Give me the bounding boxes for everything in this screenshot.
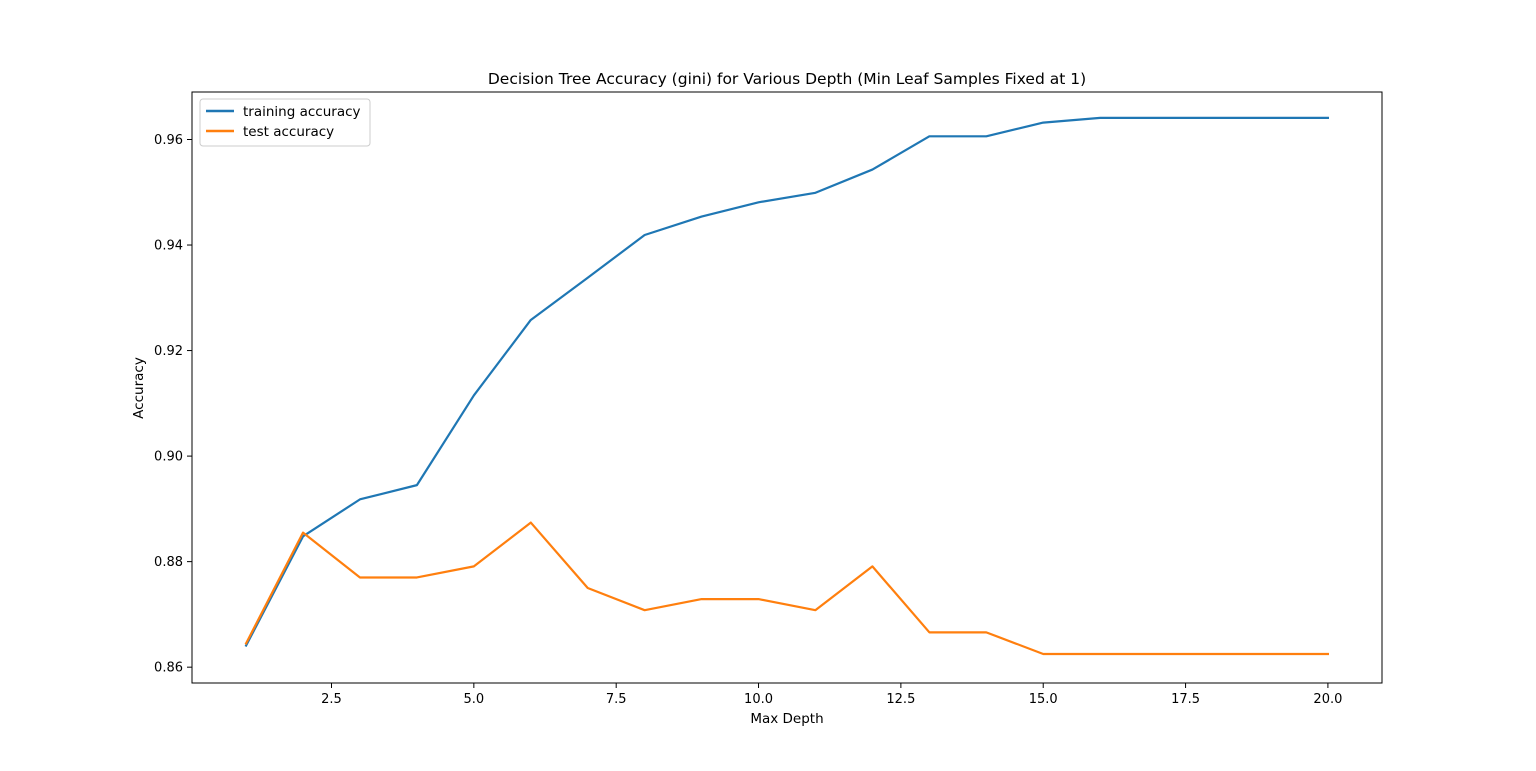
y-axis-label: Accuracy bbox=[131, 357, 147, 419]
x-tick-label: 2.5 bbox=[321, 692, 342, 707]
series-line-test bbox=[244, 521, 1330, 656]
y-axis: 0.86 0.88 0.90 0.92 0.94 0.96 bbox=[154, 133, 192, 676]
x-axis-label: Max Depth bbox=[750, 711, 823, 727]
series-lines bbox=[244, 116, 1330, 656]
x-tick-label: 17.5 bbox=[1171, 692, 1200, 707]
y-tick-label: 0.90 bbox=[154, 450, 183, 465]
y-tick-label: 0.92 bbox=[154, 344, 183, 359]
legend: training accuracy test accuracy bbox=[199, 98, 371, 147]
x-tick-label: 5.0 bbox=[463, 692, 484, 707]
x-tick-label: 12.5 bbox=[886, 692, 915, 707]
legend-label-training: training accuracy bbox=[243, 104, 361, 120]
series-line-training bbox=[244, 116, 1330, 648]
y-tick-label: 0.86 bbox=[154, 661, 183, 676]
x-tick-label: 15.0 bbox=[1029, 692, 1058, 707]
chart-title: Decision Tree Accuracy (gini) for Variou… bbox=[488, 70, 1086, 88]
y-tick-label: 0.96 bbox=[154, 133, 183, 148]
plot-area bbox=[191, 91, 1383, 684]
x-tick-label: 20.0 bbox=[1313, 692, 1342, 707]
x-axis: 2.5 5.0 7.5 10.0 12.5 15.0 17.5 20.0 bbox=[321, 683, 1342, 707]
x-tick-label: 10.0 bbox=[744, 692, 773, 707]
x-tick-label: 7.5 bbox=[606, 692, 627, 707]
plot-frame bbox=[191, 91, 1383, 684]
y-tick-label: 0.88 bbox=[154, 555, 183, 570]
y-tick-label: 0.94 bbox=[154, 239, 183, 254]
legend-label-test: test accuracy bbox=[243, 124, 334, 140]
legend-frame bbox=[199, 98, 371, 147]
